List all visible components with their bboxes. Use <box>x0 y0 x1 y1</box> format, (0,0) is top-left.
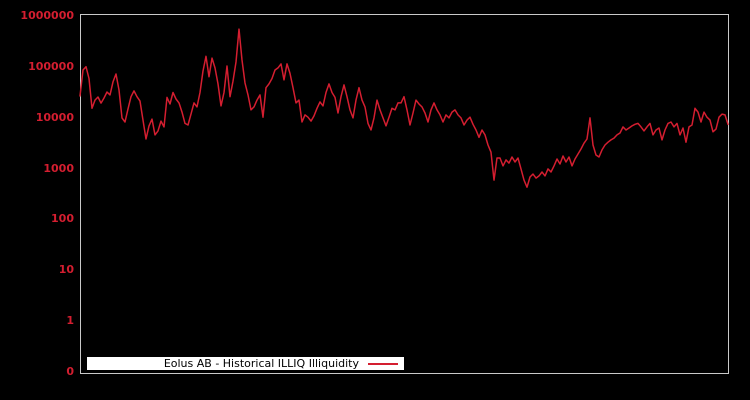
legend-line-sample-icon <box>368 362 398 365</box>
legend: Eolus AB - Historical ILLIQ Illiquidity <box>87 357 404 370</box>
plot-background <box>80 14 729 374</box>
legend-label: Eolus AB - Historical ILLIQ Illiquidity <box>163 356 359 370</box>
illiq-line-series <box>79 28 729 188</box>
plot-frame <box>80 14 729 374</box>
